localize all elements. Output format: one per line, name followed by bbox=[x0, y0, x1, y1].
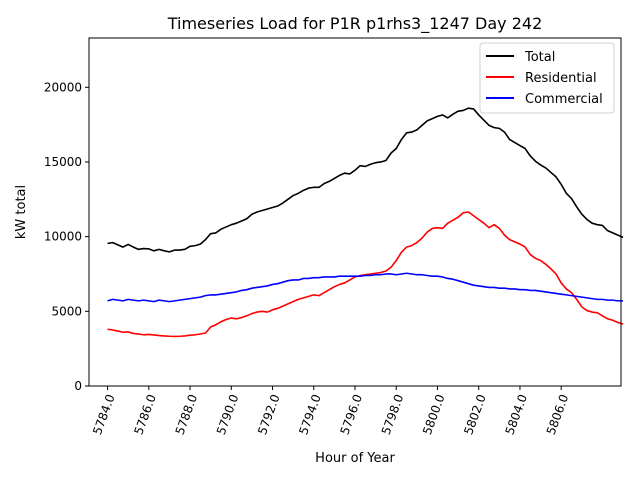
legend-label-commercial: Commercial bbox=[525, 92, 603, 107]
series-line-commercial bbox=[107, 272, 624, 303]
chart-title: Timeseries Load for P1R p1rhs3_1247 Day … bbox=[167, 14, 543, 34]
y-axis-ticks: 0 5000 10000 15000 20000 bbox=[44, 80, 89, 393]
legend-label-total: Total bbox=[524, 50, 555, 65]
y-tick-label: 10000 bbox=[44, 230, 82, 244]
legend: Total Residential Commercial bbox=[479, 42, 615, 114]
y-tick-label: 15000 bbox=[44, 155, 82, 169]
y-tick-label: 20000 bbox=[44, 80, 82, 94]
y-tick-label: 5000 bbox=[51, 304, 82, 318]
y-tick-label: 0 bbox=[74, 379, 82, 393]
series-line-total bbox=[107, 107, 624, 253]
legend-label-residential: Residential bbox=[525, 71, 597, 86]
x-axis-label: Hour of Year bbox=[315, 451, 395, 466]
plot-frame bbox=[88, 37, 622, 387]
y-axis-label: kW total bbox=[14, 185, 29, 239]
series-lines bbox=[107, 107, 624, 338]
legend-box bbox=[479, 42, 615, 114]
